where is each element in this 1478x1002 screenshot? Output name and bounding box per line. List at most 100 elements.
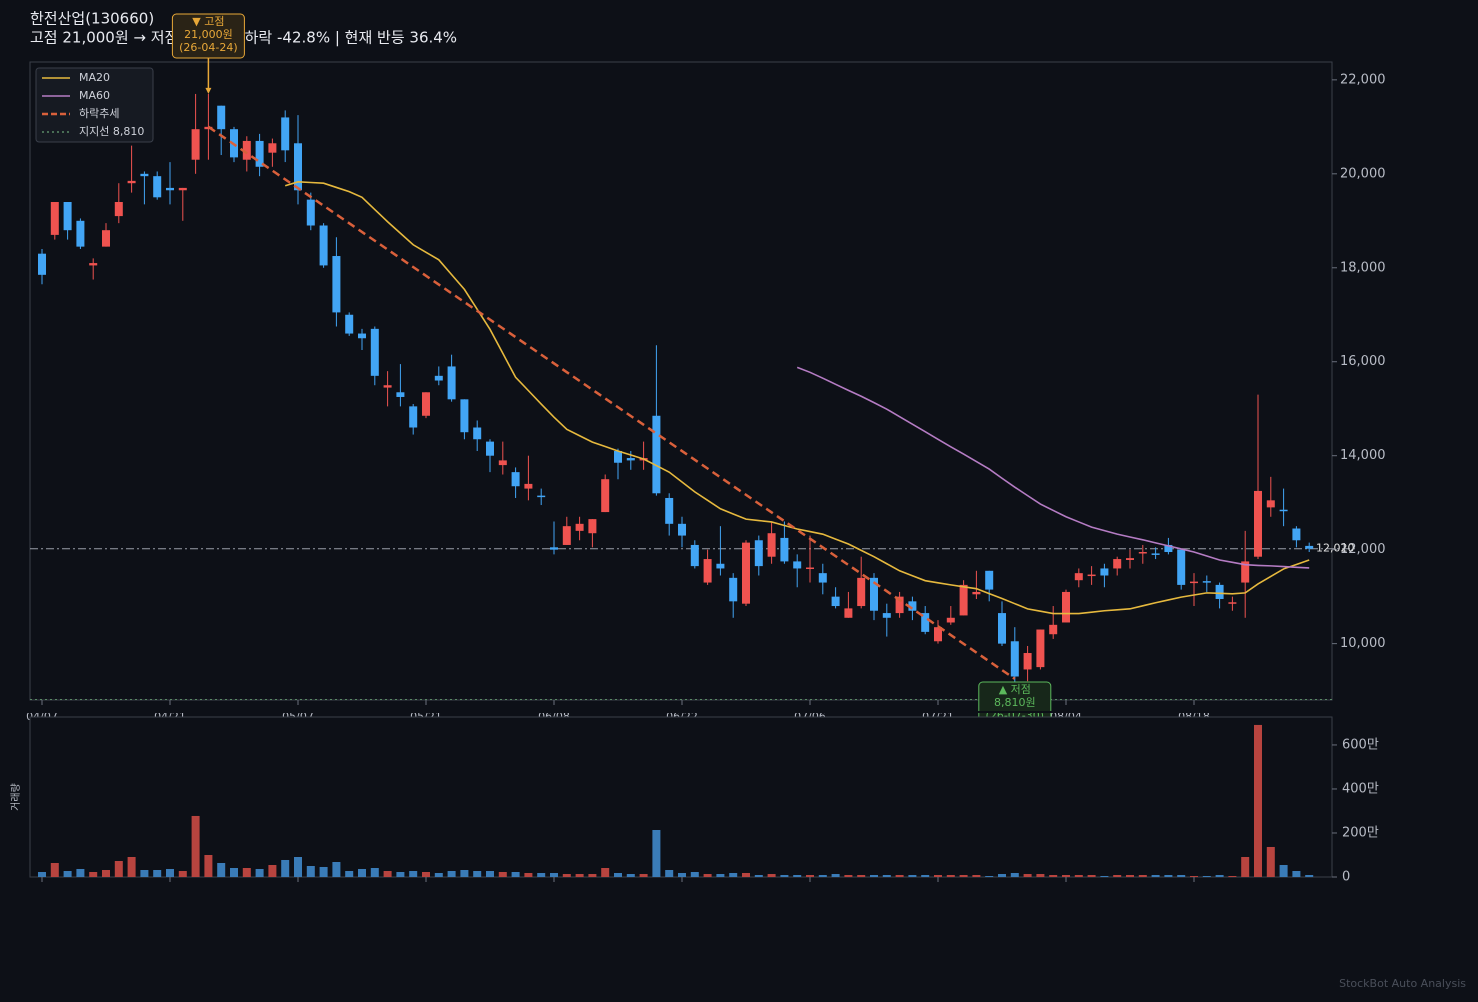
volume-bar <box>153 870 162 877</box>
footer: StockBot Auto Analysis <box>1339 977 1466 990</box>
candle-body <box>89 263 98 266</box>
candle-body <box>332 256 341 313</box>
candle-body <box>780 537 789 562</box>
volume-bar <box>870 874 878 877</box>
candle-body <box>665 497 674 524</box>
volume-bar <box>857 874 866 877</box>
candle-body <box>281 117 290 151</box>
candle-body <box>959 584 968 616</box>
volume-bar <box>409 870 418 877</box>
candle-body <box>972 591 981 595</box>
legend-label: 하락추세 <box>79 106 119 120</box>
candle-body <box>447 366 456 400</box>
volume-bar <box>294 856 302 877</box>
candle-body <box>601 479 610 513</box>
candle-body <box>50 202 59 235</box>
candle-body <box>767 533 776 557</box>
volume-bar <box>946 874 955 877</box>
candle-body <box>1164 544 1173 553</box>
candle-body <box>793 561 802 569</box>
candle-body <box>934 627 942 642</box>
legend-label: MA60 <box>79 89 110 102</box>
candle-body <box>754 540 763 567</box>
ma-line <box>284 180 1310 615</box>
volume-bar <box>140 870 149 877</box>
y-tick-label: 16,000 <box>1340 354 1386 369</box>
annotation-date: (26-04-24) <box>179 41 238 54</box>
volume-bar <box>626 874 635 877</box>
y-tick-label: 12,000 <box>1340 542 1386 557</box>
y-tick-label: 0 <box>1342 870 1350 885</box>
volume-bar <box>690 872 699 877</box>
volume-bar <box>844 874 853 877</box>
annotation-arrowhead <box>205 87 212 94</box>
candle-body <box>460 399 469 433</box>
volume-bar <box>230 867 238 877</box>
candle-body <box>562 526 571 545</box>
volume-bar <box>166 868 174 877</box>
candle-body <box>473 427 482 440</box>
volume-bar <box>319 866 328 877</box>
y-tick-label: 18,000 <box>1340 260 1386 275</box>
volume-bar <box>537 872 546 877</box>
candle-body <box>1074 573 1083 581</box>
candle-body <box>614 451 622 463</box>
volume-bar <box>882 874 891 877</box>
candle-body <box>1202 581 1211 583</box>
volume-bar <box>1202 876 1211 877</box>
y-tick-label: 20,000 <box>1340 166 1386 181</box>
volume-bar <box>1215 874 1224 877</box>
candle-body <box>1023 653 1032 670</box>
volume-panel-bg <box>0 711 1342 713</box>
candle-body <box>127 180 136 184</box>
candle-body <box>946 617 955 623</box>
volume-bar <box>780 874 789 877</box>
candle-body <box>1279 509 1288 512</box>
volume-bar <box>1036 874 1045 877</box>
volume-bar <box>716 874 725 877</box>
candle-body <box>678 523 686 536</box>
volume-bar <box>742 872 750 877</box>
volume-bar <box>1126 874 1134 877</box>
y-tick-label: 10,000 <box>1340 636 1386 651</box>
volume-bar <box>460 870 469 877</box>
candle-body <box>153 176 162 198</box>
volume-bar <box>562 874 571 877</box>
volume-bar <box>998 874 1006 877</box>
volume-bar <box>895 874 904 877</box>
volume-bar <box>1254 724 1262 877</box>
volume-bar <box>806 874 814 877</box>
candle-body <box>1151 553 1160 555</box>
volume-bar <box>447 870 456 877</box>
volume-bar <box>370 867 379 877</box>
candle-body <box>255 140 264 167</box>
volume-bar <box>639 874 648 877</box>
volume-bar <box>588 874 597 877</box>
candle-body <box>1241 561 1250 583</box>
volume-bar <box>767 874 776 877</box>
candle-body <box>1010 641 1019 677</box>
volume-bar <box>601 867 610 877</box>
volume-bar <box>1177 874 1186 877</box>
volume-bar <box>217 863 226 877</box>
candle-body <box>1087 574 1096 577</box>
legend-label: 지지선 8,810 <box>79 125 144 138</box>
candle-body <box>806 567 814 570</box>
candle-body <box>486 441 494 456</box>
candle-body <box>831 596 840 607</box>
volume-bar <box>1074 874 1083 877</box>
volume-bar <box>729 872 738 877</box>
y-tick-label: 14,000 <box>1340 448 1386 463</box>
candle-body <box>1254 490 1262 557</box>
candle-body <box>857 577 866 607</box>
y-tick-label: 400만 <box>1342 781 1379 796</box>
volume-bar <box>652 829 661 877</box>
candle-body <box>511 472 520 487</box>
volume-bar <box>1279 865 1288 877</box>
candle-body <box>550 547 558 550</box>
annotation-box <box>171 13 245 59</box>
volume-bar <box>396 872 405 877</box>
candle-body <box>575 523 584 531</box>
y-axis-label: 거래량 <box>10 783 22 811</box>
